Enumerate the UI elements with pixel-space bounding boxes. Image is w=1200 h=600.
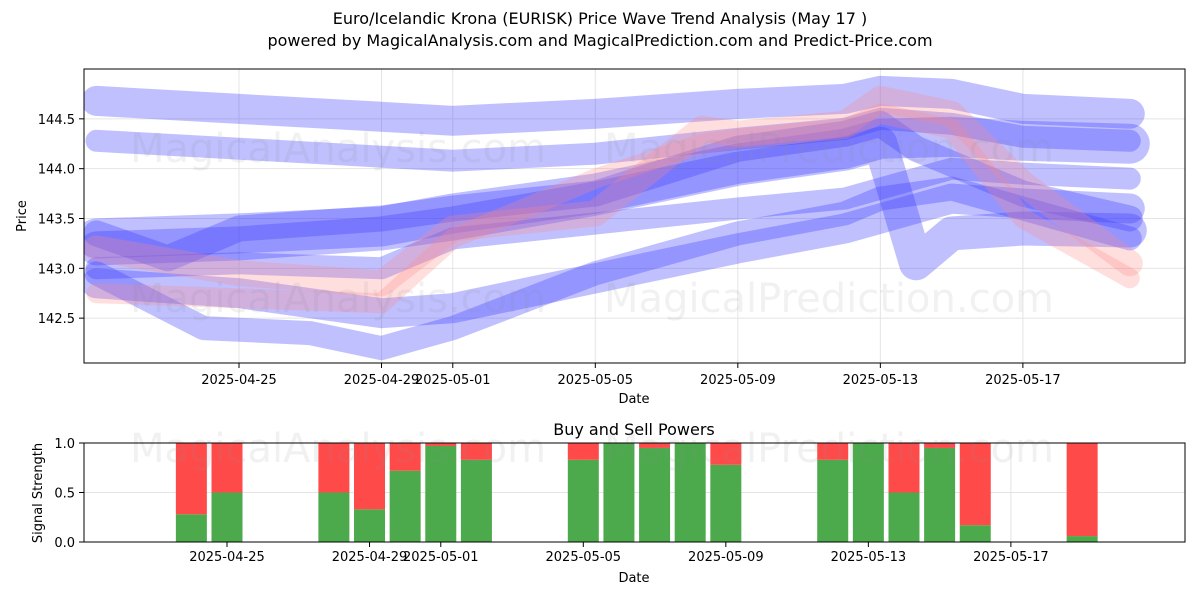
signal-panel: Buy and Sell Powers MagicalAnalysis.com … — [31, 420, 1186, 586]
sell-bar — [318, 443, 350, 493]
wave-band-blue — [84, 75, 1145, 136]
sell-bar — [639, 443, 671, 448]
watermark-group: MagicalAnalysis.com MagicalPrediction.co… — [130, 426, 1054, 472]
wave-band-blue — [84, 116, 1150, 259]
y-tick-label: 144.0 — [38, 163, 75, 178]
buy-bar — [888, 492, 920, 542]
sell-bar — [817, 443, 849, 460]
y-tick-label: 143.5 — [38, 212, 75, 227]
buy-bar — [852, 443, 884, 542]
wave-band-blue — [84, 110, 1143, 272]
y-tick-label: 1.0 — [54, 437, 75, 452]
x-tick-label: 2025-05-05 — [558, 373, 634, 388]
price-y-axis-label: Price — [15, 200, 30, 232]
wave-band-blue — [84, 176, 1142, 361]
sell-bar — [888, 443, 920, 493]
watermark-left: MagicalAnalysis.com — [130, 276, 546, 322]
price-wave-bands — [84, 75, 1150, 361]
buy-bar — [924, 447, 956, 542]
watermark-left: MagicalAnalysis.com — [130, 126, 546, 172]
price-y-ticks: 142.5 143.0 143.5 144.0 144.5 — [38, 113, 84, 327]
buy-bar — [567, 459, 599, 542]
sell-bar — [567, 443, 599, 460]
sell-bar — [425, 443, 457, 446]
wave-band-red — [86, 103, 1140, 314]
buy-bar — [639, 447, 671, 542]
y-tick-label: 144.5 — [38, 113, 75, 128]
signal-x-axis-label: Date — [618, 571, 649, 586]
sell-bar — [460, 443, 492, 460]
buy-bar — [959, 525, 991, 542]
signal-y-axis-label: Signal Strength — [31, 443, 46, 543]
buy-bar — [674, 443, 706, 542]
buy-bar — [175, 514, 207, 542]
x-tick-label: 2025-05-13 — [831, 550, 907, 565]
signal-panel-title: Buy and Sell Powers — [553, 420, 715, 439]
y-tick-label: 143.0 — [38, 262, 75, 277]
buy-bar — [389, 470, 421, 542]
buy-bar — [603, 443, 635, 542]
price-grid — [84, 69, 1185, 363]
wave-band-blue — [85, 157, 1141, 280]
x-tick-label: 2025-05-09 — [700, 373, 776, 388]
y-tick-label: 0.5 — [54, 487, 75, 502]
buy-bar — [710, 464, 742, 542]
watermark-right: MagicalPrediction.com — [604, 276, 1054, 322]
x-tick-label: 2025-05-09 — [688, 550, 764, 565]
y-tick-label: 0.0 — [54, 536, 75, 551]
buy-bar — [354, 509, 386, 542]
sell-bar — [211, 443, 243, 493]
x-tick-label: 2025-04-25 — [201, 373, 277, 388]
buy-bar — [1066, 536, 1098, 542]
sell-bar — [354, 443, 386, 510]
x-tick-label: 2025-05-05 — [546, 550, 622, 565]
price-plot-frame — [83, 68, 1186, 364]
buy-bar — [211, 492, 243, 542]
wave-band-blue — [84, 126, 1147, 281]
x-tick-label: 2025-04-29 — [332, 550, 408, 565]
signal-y-ticks: 0.0 0.5 1.0 — [54, 437, 84, 551]
signal-bars — [175, 443, 1098, 542]
sell-bar — [389, 443, 421, 471]
sell-bar — [959, 443, 991, 526]
chart-subtitle: powered by MagicalAnalysis.com and Magic… — [267, 31, 933, 50]
buy-bar — [425, 445, 457, 542]
watermark-right: MagicalPrediction.com — [604, 126, 1054, 172]
buy-bar — [318, 492, 350, 542]
sell-bar — [175, 443, 207, 515]
chart-title: Euro/Icelandic Krona (EURISK) Price Wave… — [332, 9, 868, 28]
x-tick-label: 2025-05-01 — [415, 373, 491, 388]
x-tick-label: 2025-05-17 — [985, 373, 1061, 388]
sell-bar — [924, 443, 956, 448]
buy-bar — [460, 459, 492, 542]
sell-bar — [710, 443, 742, 465]
wave-band-blue — [85, 107, 1141, 172]
price-x-axis-label: Date — [618, 392, 649, 407]
x-tick-label: 2025-05-17 — [973, 550, 1049, 565]
buy-bar — [817, 459, 849, 542]
wave-band-red — [84, 85, 1143, 297]
watermark-right: MagicalPrediction.com — [604, 426, 1054, 472]
x-tick-label: 2025-05-01 — [403, 550, 479, 565]
price-panel: MagicalAnalysis.com MagicalPrediction.co… — [15, 68, 1186, 407]
watermark-group: MagicalAnalysis.com MagicalPrediction.co… — [130, 126, 1054, 322]
y-tick-label: 142.5 — [38, 312, 75, 327]
watermark-left: MagicalAnalysis.com — [130, 426, 546, 472]
wave-band-blue — [84, 183, 1145, 329]
sell-bar — [1066, 443, 1098, 537]
x-tick-label: 2025-04-25 — [189, 550, 265, 565]
x-tick-label: 2025-05-13 — [843, 373, 919, 388]
x-tick-label: 2025-04-29 — [344, 373, 420, 388]
